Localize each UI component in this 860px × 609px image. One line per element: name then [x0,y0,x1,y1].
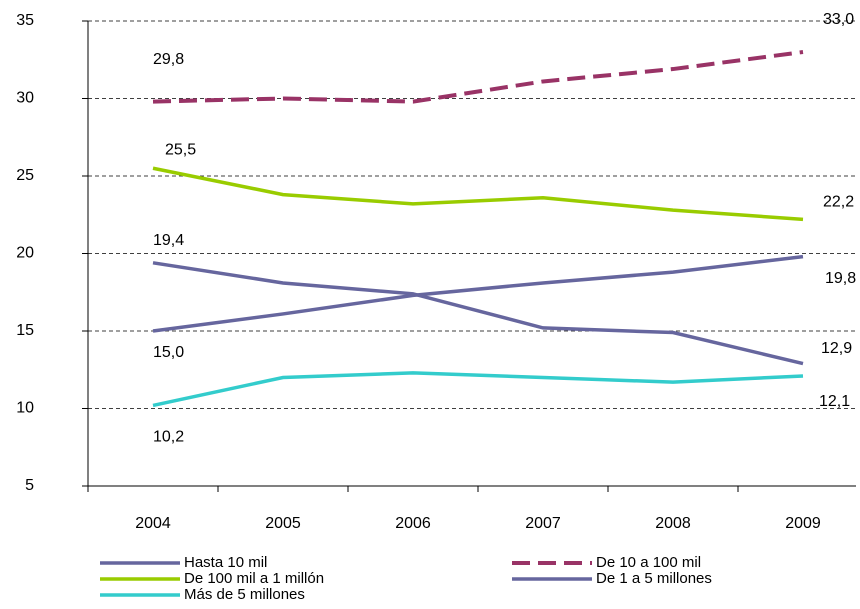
data-label: 19,4 [153,232,184,249]
legend-label: Hasta 10 mil [184,554,267,571]
data-label: 10,2 [153,429,184,446]
data-label: 15,0 [153,344,184,361]
y-tick-label: 20 [16,245,34,262]
series-line [152,254,804,333]
data-label: 25,5 [165,141,196,158]
data-label: 33,0 [823,11,854,28]
x-tick-label: 2008 [655,515,691,532]
legend: Hasta 10 mil De 10 a 100 mil De 100 mil a … [100,554,712,603]
y-tick-label: 10 [16,400,34,417]
x-tick-label: 2005 [265,515,301,532]
legend-label: De 1 a 5 millones [596,570,712,587]
data-label: 19,8 [825,270,856,287]
data-label: 12,1 [819,393,850,410]
y-tick-label: 5 [25,477,34,494]
y-tick-label: 30 [16,90,34,107]
x-tick-label: 2004 [135,515,171,532]
data-label: 29,8 [153,51,184,68]
series-line [152,371,804,408]
series-line [152,261,804,366]
data-label: 12,9 [821,340,852,357]
y-tick-label: 35 [16,12,34,29]
series-line [152,50,804,104]
legend-label: De 100 mil a 1 millón [184,570,324,587]
y-tick-label: 25 [16,167,34,184]
x-tick-label: 2007 [525,515,561,532]
series-line [152,166,804,222]
data-label: 22,2 [823,194,854,211]
y-tick-label: 15 [16,322,34,339]
x-tick-label: 2006 [395,515,431,532]
legend-label: De 10 a 100 mil [596,554,701,571]
legend-label: Más de 5 millones [184,586,305,603]
x-tick-label: 2009 [785,515,821,532]
